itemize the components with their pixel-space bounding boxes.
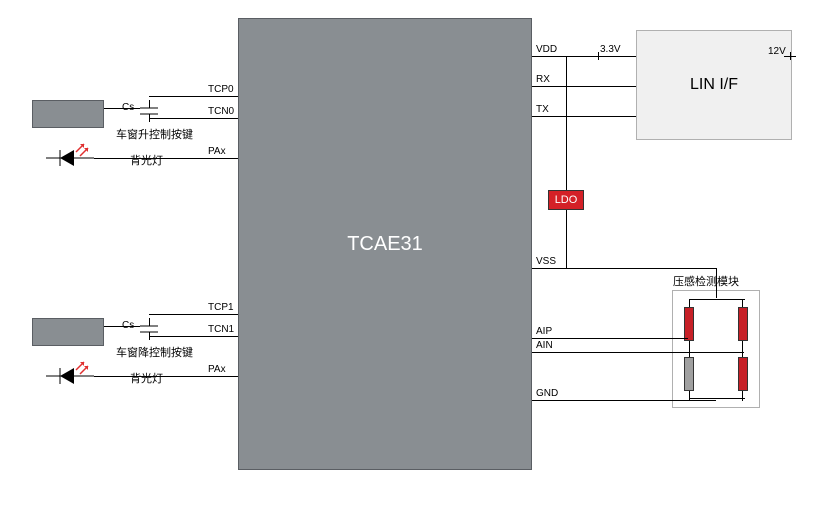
wire-left-TCP1-3 xyxy=(160,314,238,315)
wire-ldo-top xyxy=(566,56,567,190)
wire-aip xyxy=(532,338,688,339)
pin-label-PAx-2: PAx xyxy=(208,146,226,157)
tick-12v xyxy=(790,52,791,60)
pin-label-r-VSS: VSS xyxy=(536,256,556,267)
pin-label-TCP1-3: TCP1 xyxy=(208,302,234,313)
bridge-top xyxy=(689,299,745,300)
pin-label-r-GND: GND xyxy=(536,388,558,399)
label-3v3: 3.3V xyxy=(600,44,621,55)
wire-btn2-out xyxy=(104,326,140,327)
wire-tx xyxy=(532,116,636,117)
wire-left-PAx-5 xyxy=(160,376,238,377)
lin-if-label: LIN I/F xyxy=(690,76,738,94)
wire-btn1-out xyxy=(104,108,140,109)
wire-left-TCP0-0 xyxy=(160,96,238,97)
resistor-tl xyxy=(684,307,694,341)
wire-cap1-top xyxy=(149,100,150,108)
pin-label-r-AIN: AIN xyxy=(536,340,553,351)
pin-label-r-VDD: VDD xyxy=(536,44,557,55)
pin-label-TCN1-4: TCN1 xyxy=(208,324,234,335)
resistor-tr xyxy=(738,307,748,341)
pin-label-TCN0-1: TCN0 xyxy=(208,106,234,117)
label-window-down: 车窗降控制按键 xyxy=(116,344,193,360)
wire-rx xyxy=(532,86,636,87)
wire-vss-down xyxy=(716,268,717,298)
resistor-bl xyxy=(684,357,694,391)
wire-left-TCN0-1 xyxy=(160,118,238,119)
wire-vdd xyxy=(532,56,636,57)
bridge-bot xyxy=(689,398,745,399)
pin-label-r-TX: TX xyxy=(536,104,549,115)
wire-cap2-top xyxy=(149,318,150,326)
led-icon-1 xyxy=(46,146,94,170)
pin-label-TCP0-0: TCP0 xyxy=(208,84,234,95)
ldo-block: LDO xyxy=(548,190,584,210)
wire-left-TCN1-4 xyxy=(160,336,238,337)
tick-3v3 xyxy=(598,52,599,60)
wire-left-PAx-2 xyxy=(160,158,238,159)
label-backlight-2: 背光灯 xyxy=(130,370,163,386)
wire-gnd xyxy=(532,400,716,401)
pin-label-r-AIP: AIP xyxy=(536,326,552,337)
pin-label-r-RX: RX xyxy=(536,74,550,85)
led-icon-2 xyxy=(46,364,94,388)
pressure-title: 压感检测模块 xyxy=(673,273,739,289)
main-chip-block: TCAE31 xyxy=(238,18,532,470)
label-backlight-1: 背光灯 xyxy=(130,152,163,168)
button-down-block xyxy=(32,318,104,346)
wire-vss xyxy=(532,268,716,269)
wire-cap2-tcn1-stub xyxy=(149,336,160,337)
wire-led1-pax xyxy=(94,158,160,159)
wire-cap2-tcp1-stub xyxy=(149,314,160,315)
wire-ldo-bot xyxy=(566,210,567,268)
wire-cap1-tcn0-stub xyxy=(149,118,160,119)
wire-ain xyxy=(532,352,744,353)
button-up-block xyxy=(32,100,104,128)
wire-cap1-tcp0-stub xyxy=(149,96,160,97)
main-chip-label: TCAE31 xyxy=(347,233,423,256)
wire-led2-pax xyxy=(94,376,160,377)
ldo-label: LDO xyxy=(555,194,578,206)
label-window-up: 车窗升控制按键 xyxy=(116,126,193,142)
pin-label-PAx-5: PAx xyxy=(208,364,226,375)
pressure-module: 压感检测模块 xyxy=(672,290,760,408)
resistor-br xyxy=(738,357,748,391)
